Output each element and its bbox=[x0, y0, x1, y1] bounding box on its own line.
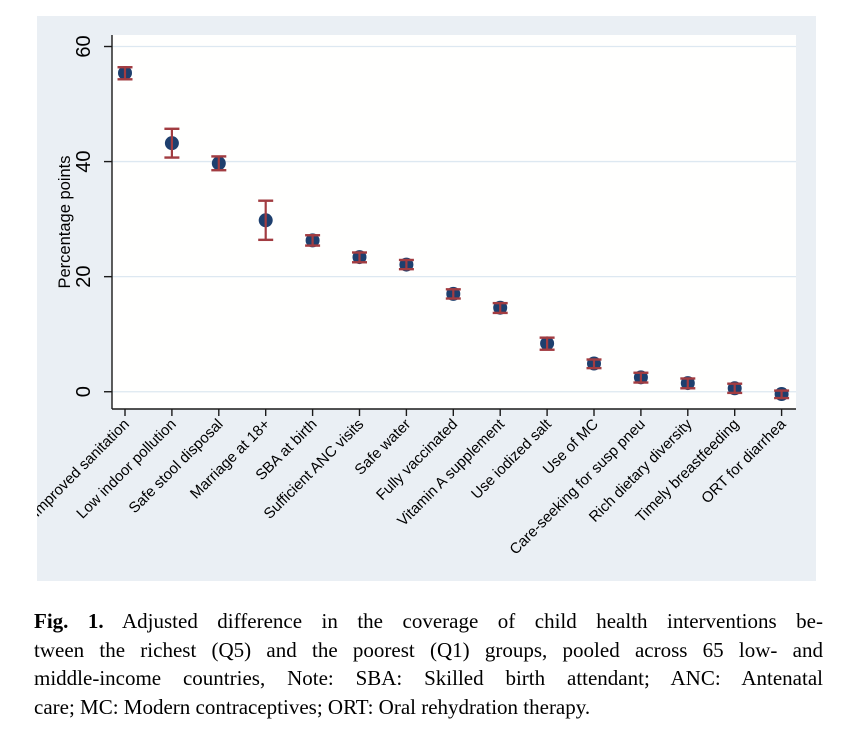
figure-caption: Fig. 1. Adjusted difference in the cover… bbox=[34, 607, 823, 721]
data-point-group bbox=[164, 127, 180, 159]
y-tick-label: 0 bbox=[73, 386, 95, 397]
data-point-group bbox=[774, 387, 790, 402]
caption-line-1: Fig. 1. Adjusted difference in the cover… bbox=[34, 607, 823, 636]
y-tick-label: 60 bbox=[73, 35, 95, 57]
data-point-group bbox=[305, 233, 321, 248]
data-point-group bbox=[258, 199, 274, 242]
plot-area bbox=[112, 35, 796, 409]
data-point-group bbox=[633, 370, 649, 385]
data-point-group bbox=[727, 381, 743, 396]
y-tick-label: 40 bbox=[73, 150, 95, 172]
caption-line-1-text: Adjusted difference in the coverage of c… bbox=[103, 609, 823, 633]
data-point-group bbox=[398, 257, 414, 272]
data-point-group bbox=[586, 356, 602, 371]
data-point-group bbox=[492, 300, 508, 315]
figure-1-chart: 0 20 40 60 Percentage points Improved sanitat… bbox=[37, 16, 816, 581]
caption-line-2: tween the richest (Q5) and the poorest (… bbox=[34, 637, 823, 662]
y-tick-label: 20 bbox=[73, 266, 95, 288]
data-point-group bbox=[680, 376, 696, 391]
caption-line-4: care; MC: Modern contraceptives; ORT: Or… bbox=[34, 694, 591, 719]
figure-label: Fig. 1. bbox=[34, 609, 104, 633]
data-point-group bbox=[539, 336, 555, 351]
y-axis-title: Percentage points bbox=[56, 155, 74, 288]
data-point-group bbox=[352, 250, 367, 265]
data-point-group bbox=[211, 155, 227, 172]
data-point-group bbox=[117, 65, 133, 81]
data-point-group bbox=[445, 286, 461, 301]
caption-line-3: middle-income countries, Note: SBA: Skil… bbox=[34, 666, 823, 690]
